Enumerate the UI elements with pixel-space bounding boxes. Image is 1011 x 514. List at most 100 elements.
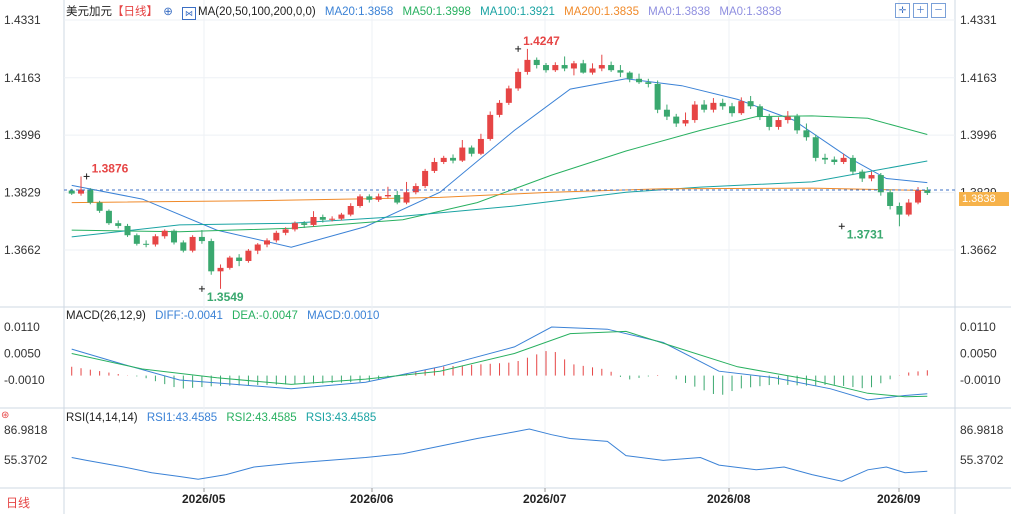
time-tick-label: 2026/08 (707, 492, 751, 506)
candle-up (552, 65, 559, 71)
candle-up (310, 216, 317, 225)
candle-down (831, 159, 838, 162)
candle-down (198, 236, 205, 242)
candle-down (301, 223, 308, 225)
ma100-value: MA100:1.3921 (480, 6, 555, 18)
candle-up (738, 101, 745, 114)
symbol-label: 美元加元 (66, 6, 112, 18)
candle-up (691, 104, 698, 121)
crosshair-icon[interactable]: ✛ (895, 3, 910, 18)
candle-up (459, 147, 466, 161)
alert-icon[interactable]: ⊛ (1, 410, 10, 421)
candle-down (366, 196, 373, 200)
candle-down (208, 241, 215, 272)
ma50-value: MA50:1.3998 (402, 6, 471, 18)
candle-down (766, 116, 773, 127)
rsi-tick-left: 86.9818 (4, 423, 48, 437)
low-annotation-label: 1.3549 (207, 290, 244, 304)
time-tick-label: 2026/09 (877, 492, 921, 506)
macd-params-label: MACD(26,12,9) (66, 310, 146, 322)
candle-down (877, 175, 884, 193)
candle-up (254, 244, 261, 251)
candle-down (626, 72, 633, 79)
candle-up (915, 190, 922, 203)
candle-down (394, 194, 401, 203)
candle-up (570, 63, 577, 69)
candle-down (654, 83, 661, 110)
rsi1-line (71, 428, 928, 482)
macd-tick-left: -0.0010 (4, 373, 45, 387)
candlestick-series (68, 48, 931, 289)
candle-up (682, 120, 689, 124)
candle-up (78, 189, 85, 194)
candle-up (245, 250, 252, 262)
candle-down (143, 243, 150, 245)
candle-up (784, 116, 791, 121)
candle-up (273, 232, 280, 241)
candle-down (673, 116, 680, 124)
candle-down (561, 65, 568, 69)
candle-up (589, 68, 596, 73)
candle-down (124, 225, 131, 236)
candle-up (403, 192, 410, 203)
candle-down (719, 102, 726, 107)
ma200-line (71, 187, 928, 204)
candle-down (608, 65, 615, 71)
dea-value: DEA:-0.0047 (232, 310, 298, 322)
macd-axis-ticks: 0.0110 0.0110 0.0050 0.0050 -0.0010 -0.0010 (4, 320, 1001, 387)
macd-legend: MACD(26,12,9) DIFF:-0.0041 DEA:-0.0047 M… (66, 310, 385, 322)
ma0-value-b: MA0:1.3838 (719, 6, 782, 18)
ma20-value: MA20:1.3858 (324, 6, 394, 18)
rsi-legend: RSI(14,14,14) RSI1:43.4585 RSI2:43.4585 … (66, 412, 382, 424)
macd-lines (71, 326, 928, 401)
settings-icon[interactable]: ⊕ (163, 6, 173, 18)
candle-up (905, 202, 912, 215)
grid-lines (64, 0, 955, 488)
zoom-out-icon[interactable]: － (931, 3, 946, 18)
candle-up (440, 157, 447, 162)
candle-down (849, 157, 856, 172)
candle-up (524, 59, 531, 72)
rsi-params-label: RSI(14,14,14) (66, 412, 138, 424)
price-legend: 美元加元【日线】 ⊕ ⋈ MA(20,50,100,200,0,0) MA20:1… (66, 3, 787, 20)
candle-up (189, 236, 196, 251)
period-tab[interactable]: 日线 (6, 496, 31, 510)
ma50-line (71, 115, 928, 233)
candle-down (580, 63, 587, 73)
candle-down (701, 104, 708, 110)
ma20-line (71, 78, 928, 248)
moving-average-lines (71, 78, 928, 248)
ma-params-label: MA(20,50,100,200,0,0) (198, 6, 316, 18)
price-tick-right: 1.3996 (960, 128, 997, 142)
price-tick-right: 1.4163 (960, 71, 997, 85)
macd-tick-right: -0.0010 (960, 373, 1001, 387)
candle-up (384, 194, 391, 197)
time-axis-ticks: 2026/05 2026/06 2026/07 2026/08 2026/09 (182, 488, 921, 506)
rsi2-value: RSI2:43.4585 (226, 412, 297, 424)
candle-up (226, 257, 233, 268)
candle-up (412, 186, 419, 193)
candle-down (747, 101, 754, 107)
price-tick-right: 1.3662 (960, 243, 997, 257)
candle-down (812, 137, 819, 158)
candle-down (617, 70, 624, 73)
rsi-tick-right: 86.9818 (960, 423, 1004, 437)
candle-down (319, 216, 326, 220)
candle-up (515, 71, 522, 89)
price-tick-left: 1.3662 (4, 243, 41, 257)
price-tick-right: 1.4331 (960, 13, 997, 27)
candle-down (105, 210, 112, 224)
candle-up (487, 114, 494, 139)
rsi-axis-ticks: 86.9818 86.9818 55.3702 55.3702 (4, 423, 1004, 467)
chart-type-icon[interactable]: ⋈ (182, 7, 197, 20)
candle-down (887, 192, 894, 206)
candle-up (868, 175, 875, 179)
candle-down (756, 106, 763, 117)
candle-down (663, 109, 670, 117)
candle-up (282, 229, 289, 233)
zoom-in-icon[interactable]: ＋ (913, 3, 928, 18)
candle-down (133, 235, 140, 244)
candle-up (598, 65, 605, 69)
candle-down (794, 116, 801, 131)
rsi-tick-right: 55.3702 (960, 453, 1004, 467)
